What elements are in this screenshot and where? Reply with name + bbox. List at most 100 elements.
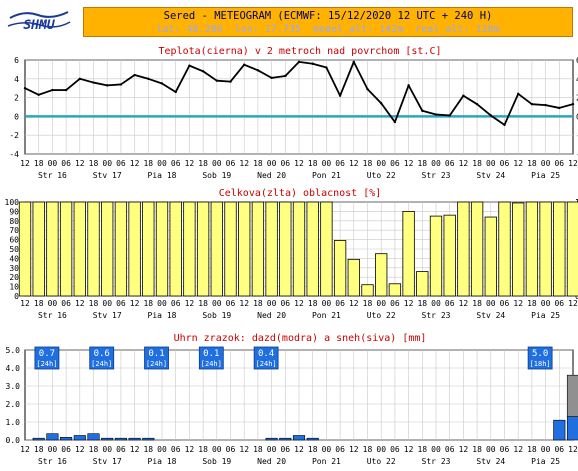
y-tick-label: 100	[5, 198, 20, 207]
x-day-label: Str 16	[38, 457, 67, 466]
temperature-line-segment	[531, 103, 546, 107]
y-tick-label-right: 0	[576, 112, 578, 121]
temperature-point	[64, 88, 68, 92]
temperature-line-segment	[134, 74, 149, 80]
x-hour-label: 12	[349, 159, 359, 168]
daily-total-badge-box	[34, 346, 60, 370]
daily-total-value: 0.6	[94, 349, 110, 359]
temperature-line-segment	[148, 77, 163, 85]
temperature-point	[517, 92, 520, 96]
temperature-point	[297, 60, 301, 64]
cloud-cover-bar	[46, 201, 59, 297]
x-hour-label: 00	[486, 299, 496, 308]
temperature-point	[448, 114, 451, 117]
daily-total-badge-box	[198, 346, 224, 370]
x-hour-label: 12	[459, 445, 469, 454]
temperature-point	[366, 87, 369, 91]
temperature-line-segment	[448, 95, 465, 116]
x-hour-label: 12	[404, 299, 414, 308]
temperature-line-segment	[161, 82, 177, 93]
cloud-cover-bar	[361, 284, 374, 297]
y-tick-label: 4.0	[6, 364, 21, 373]
daily-total-badge: 0.1[24h]	[144, 346, 169, 370]
temperature-point	[270, 76, 273, 80]
x-hour-label: 18	[143, 445, 153, 454]
x-hour-label: 18	[527, 299, 537, 308]
daily-total-badge-box	[89, 346, 115, 370]
temperature-point	[37, 93, 40, 96]
temperature-line-segment	[435, 113, 450, 117]
cloud-cover-bar	[279, 201, 292, 297]
shmu-logo: SHMU	[4, 6, 74, 36]
x-hour-label: 06	[226, 159, 236, 168]
daily-total-value: 5.0	[532, 349, 548, 359]
x-hour-label: 12	[20, 159, 30, 168]
x-hour-label: 06	[554, 445, 564, 454]
temperature-line-segment	[312, 62, 327, 69]
temperature-point	[503, 123, 506, 127]
temperature-line-segment	[559, 103, 574, 109]
cloud-cover-bar	[566, 201, 578, 297]
x-hour-label: 12	[20, 445, 30, 454]
x-hour-label: 00	[102, 445, 112, 454]
temperature-line-segment	[284, 61, 300, 77]
temperature-line-segment	[339, 61, 355, 97]
x-hour-label: 00	[376, 299, 386, 308]
x-hour-label: 18	[89, 159, 99, 168]
x-hour-label: 06	[335, 299, 345, 308]
temperature-line-segment	[325, 67, 341, 97]
rain-bar	[553, 419, 566, 441]
cloud-cover-bar	[73, 201, 86, 297]
x-day-label: Pia 25	[531, 457, 560, 466]
cloud-cover-bar	[470, 201, 484, 297]
temperature-point	[311, 62, 314, 65]
daily-total-period: [24h]	[36, 360, 57, 368]
rain-bar	[46, 433, 59, 441]
x-hour-label: 00	[486, 159, 496, 168]
x-hour-label: 00	[486, 445, 496, 454]
x-hour-label: 12	[185, 299, 195, 308]
chart-title: Teplota(cierna) v 2 metroch nad povrchom…	[159, 46, 442, 57]
temperature-point	[530, 102, 534, 106]
x-hour-label: 12	[20, 299, 30, 308]
x-day-label: Pia 18	[148, 171, 177, 180]
cloud-cover-bar	[443, 214, 456, 297]
y-tick-label: 0	[14, 292, 19, 301]
x-hour-label: 18	[89, 445, 99, 454]
x-day-label: Pia 25	[531, 171, 560, 180]
cloud-cover-bar	[128, 201, 141, 297]
snow-bar	[566, 374, 578, 417]
rain-bar	[142, 437, 155, 441]
cloud-cover-bar	[416, 271, 429, 297]
daily-total-badge-box	[527, 346, 553, 370]
x-hour-label: 06	[171, 445, 181, 454]
rain-bar	[292, 435, 306, 441]
y-tick-label-right: 0	[575, 292, 578, 301]
y-tick-label: 60	[9, 236, 19, 245]
temperature-point	[489, 114, 492, 117]
x-day-label: Pia 18	[148, 457, 177, 466]
y-tick-label: 4	[14, 75, 19, 84]
x-hour-label: 18	[472, 299, 482, 308]
x-day-label: Str 23	[422, 457, 451, 466]
x-hour-label: 12	[185, 159, 195, 168]
y-tick-label: 0.0	[6, 436, 21, 445]
x-hour-label: 06	[335, 159, 345, 168]
x-hour-label: 18	[472, 445, 482, 454]
temperature-point	[407, 84, 410, 87]
x-hour-label: 18	[363, 445, 373, 454]
x-hour-label: 06	[554, 159, 564, 168]
temperature-point	[352, 60, 355, 64]
cloud-cover-bar	[224, 201, 237, 297]
x-day-label: Pon 21	[312, 311, 341, 320]
x-hour-label: 06	[171, 299, 181, 308]
x-hour-label: 00	[322, 159, 332, 168]
x-hour-label: 00	[541, 445, 551, 454]
cloud-cover-bar	[292, 201, 306, 297]
cloud-cover-bar	[87, 201, 100, 297]
daily-total-period: [24h]	[201, 360, 222, 368]
y-tick-label-right: 2	[576, 94, 578, 103]
header-title: Sered - METEOGRAM (ECMWF: 15/12/2020 12 …	[163, 10, 493, 22]
x-hour-label: 18	[417, 159, 427, 168]
